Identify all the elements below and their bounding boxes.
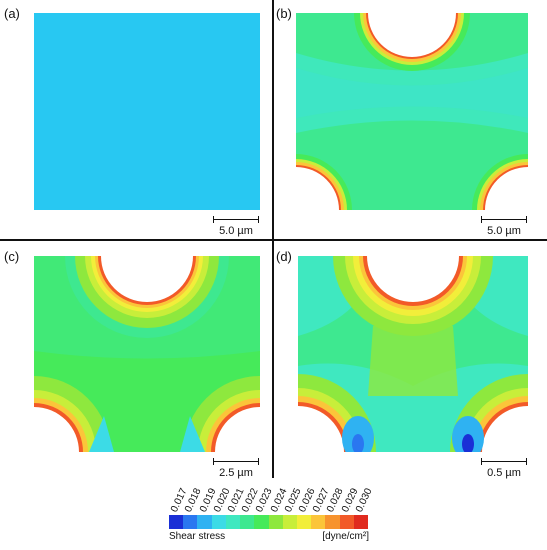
panel-a-scale-label: 5.0 µm: [219, 225, 253, 237]
color-bar-swatch: [353, 515, 369, 529]
legend-ticks: 0.017 0.018 0.019 0.020 0.021 0.022 0.023 0.024…: [169, 478, 374, 514]
color-bar-swatch: [325, 515, 340, 529]
color-bar-swatch: [169, 515, 184, 529]
color-bar-swatch: [339, 515, 354, 529]
panel-d-label: (d): [276, 249, 292, 264]
panel-b-label: (b): [276, 6, 292, 21]
panel-d-scale-bar: 0.5 µm: [481, 458, 527, 480]
color-bar: [169, 515, 369, 529]
panel-d-contour-plot: [298, 256, 528, 452]
panel-c-label: (c): [4, 249, 20, 264]
color-bar-swatch: [197, 515, 212, 529]
color-bar-swatch: [282, 515, 297, 529]
color-bar-swatch: [240, 515, 255, 529]
color-bar-swatch: [296, 515, 312, 529]
color-bar-swatch: [268, 515, 283, 529]
horizontal-divider: [0, 239, 547, 241]
shear-stress-legend: 0.017 0.018 0.019 0.020 0.021 0.022 0.023 0.024…: [169, 478, 374, 548]
uniform-field: [34, 13, 260, 210]
color-bar-swatch: [183, 515, 198, 529]
panel-c-contour-plot: [34, 256, 260, 452]
panel-a-scale-bar: 5.0 µm: [213, 216, 259, 238]
panel-d-scale-label: 0.5 µm: [487, 467, 521, 479]
legend-quantity-label: Shear stress: [169, 531, 226, 542]
panel-a-label: (a): [4, 6, 20, 21]
color-bar-swatch: [225, 515, 241, 529]
color-bar-swatch: [311, 515, 326, 529]
legend-unit-label: [dyne/cm²]: [322, 531, 369, 542]
panel-c-scale-label: 2.5 µm: [219, 467, 253, 479]
color-bar-swatch: [254, 515, 269, 529]
panel-a-contour-plot: [34, 13, 260, 210]
color-bar-swatch: [211, 515, 226, 529]
panel-b-contour-plot: [296, 13, 528, 210]
panel-b-scale-label: 5.0 µm: [487, 225, 521, 237]
panel-c-scale-bar: 2.5 µm: [213, 458, 259, 480]
panel-b-scale-bar: 5.0 µm: [481, 216, 527, 238]
